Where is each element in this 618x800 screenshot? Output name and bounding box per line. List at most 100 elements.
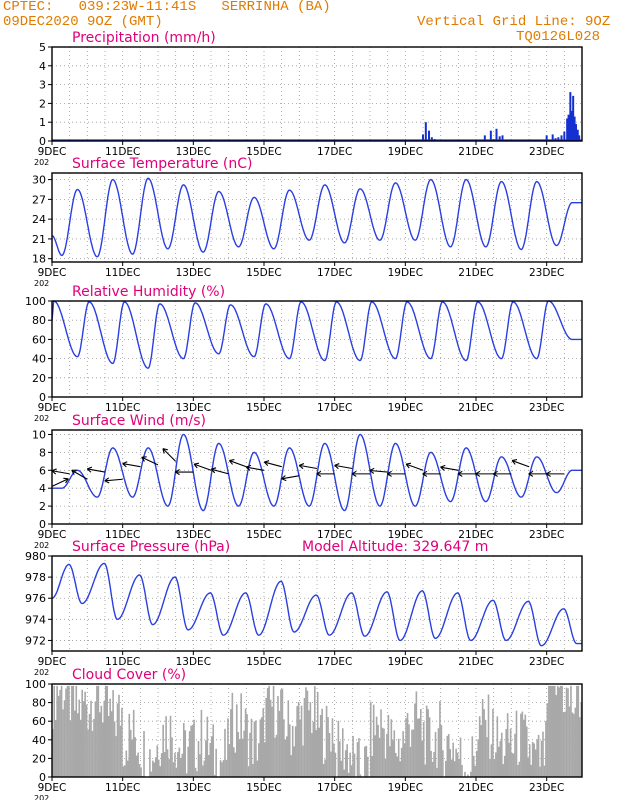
panel-cloud: 0 20 40 60 80 100 9DEC 11DEC 13DEC 15DEC 17DEC 19DE… (25, 667, 583, 800)
wind-vector-head (122, 461, 128, 468)
cloud-bar (406, 712, 409, 777)
cloud-bar (75, 685, 78, 777)
x-tick-label: 11DEC (105, 402, 140, 414)
cloud-bar (366, 756, 369, 777)
cloud-bar (209, 742, 212, 777)
cloud-bar (287, 700, 290, 777)
cloud-bar (483, 709, 485, 777)
cloud-bar (157, 759, 160, 777)
cloud-bar (188, 731, 191, 777)
cloud-bar (545, 721, 547, 777)
cloud-bar (449, 749, 452, 777)
cloud-bar (280, 689, 282, 777)
x-tick-label: 9DEC (38, 782, 67, 794)
x-year-fragment: 202 (34, 279, 49, 288)
cloud-bar (51, 729, 54, 777)
cloud-bar (389, 746, 391, 777)
wind-vector (369, 469, 388, 473)
y-tick-label: 10 (32, 428, 46, 441)
cloud-bar (187, 746, 189, 777)
wind-vector-head (440, 464, 446, 471)
cloud-bar (171, 737, 173, 777)
cloud-bar (489, 758, 491, 777)
cloud-bar (68, 685, 70, 777)
wind-vector-head (475, 470, 481, 477)
cloud-bar (520, 713, 522, 777)
x-tick-label: 15DEC (246, 402, 281, 414)
cloud-bar (495, 752, 497, 777)
cloud-bar (200, 709, 203, 777)
cloud-bar (115, 736, 117, 777)
cloud-bar (471, 736, 474, 777)
cloud-bar (210, 736, 213, 777)
wind-vector (193, 463, 212, 471)
cloud-bar (421, 740, 424, 777)
cloud-bar (207, 755, 210, 777)
cloud-bar (319, 714, 322, 777)
cloud-bar (152, 760, 154, 777)
cloud-bar (268, 685, 270, 777)
cloud-bar (246, 714, 248, 777)
cloud-bar (552, 685, 555, 777)
precip-bar (574, 124, 577, 141)
y-tick-label: 5 (39, 41, 46, 54)
cloud-bar (430, 750, 432, 777)
cloud-bar (212, 724, 215, 777)
cloud-bar (193, 719, 195, 777)
panel-border (51, 555, 583, 652)
cloud-bar (564, 711, 566, 777)
cloud-bar (478, 716, 481, 777)
cloud-bar (127, 760, 129, 777)
cloud-bar (308, 710, 310, 777)
y-tick-label: 2 (39, 97, 46, 110)
y-tick-label: 0 (39, 391, 46, 404)
cloud-bar (576, 685, 578, 777)
wind-vector (281, 475, 300, 480)
cloud-bar (570, 685, 572, 777)
cloud-bar (447, 734, 450, 777)
cloud-bar (400, 747, 403, 777)
cloud-bar (536, 739, 538, 777)
cloud-bar (97, 685, 100, 777)
cloud-bar (322, 763, 325, 777)
cloud-bar (464, 771, 466, 777)
cloud-bar (574, 707, 577, 777)
cloud-bar (364, 746, 366, 777)
cloud-bar (537, 734, 540, 777)
cloud-bar (252, 763, 254, 777)
x-tick-label: 15DEC (246, 656, 281, 668)
y-tick-label: 27 (32, 193, 46, 206)
cloud-bar (372, 704, 375, 777)
cloud-bar (453, 761, 456, 777)
cloud-bar (414, 703, 416, 777)
wind-vector-head (63, 477, 69, 484)
cloud-bar (213, 774, 216, 777)
cloud-bar (431, 761, 434, 777)
run-date-header: 09DEC2020 9OZ (GMT) (3, 14, 163, 30)
cloud-bar (518, 761, 521, 777)
cloud-bar (219, 760, 222, 777)
y-tick-label: 980 (25, 550, 46, 563)
cloud-bar (128, 713, 131, 777)
cloud-bar (378, 737, 381, 777)
cloud-bar (470, 771, 472, 777)
cloud-bar (386, 733, 388, 777)
wind-vector (87, 468, 106, 473)
cloud-bar (93, 718, 95, 777)
cloud-bar (297, 701, 300, 777)
cloud-bar (253, 721, 256, 777)
cloud-bar (234, 752, 237, 777)
precip-bar (573, 116, 576, 141)
wind-vector-head (281, 475, 287, 482)
wind-vector (246, 466, 265, 471)
cloud-bar (240, 693, 242, 777)
cloud-bar (284, 739, 287, 777)
pressure-series-line (51, 562, 582, 647)
panel-title: Surface Temperature (nC) (72, 156, 253, 172)
cloud-bar (296, 706, 298, 777)
cloud-bar (527, 757, 530, 777)
cloud-bar (235, 704, 238, 777)
cloud-bar (498, 746, 500, 777)
cloud-bar (505, 729, 507, 777)
wind-vector (51, 470, 70, 475)
